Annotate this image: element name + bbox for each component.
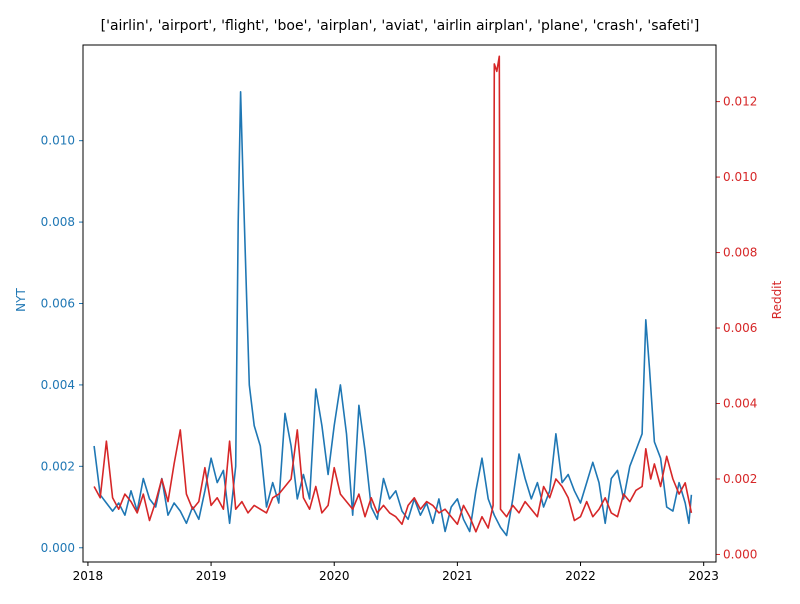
- chart-title: ['airlin', 'airport', 'flight', 'boe', '…: [101, 18, 700, 34]
- left-y-tick-label: 0.002: [41, 459, 75, 473]
- left-y-tick-label: 0.000: [41, 541, 75, 555]
- plot-frame: [82, 44, 717, 563]
- x-tick-label: 2020: [319, 569, 350, 583]
- left-axis-label: NYT: [14, 288, 28, 312]
- x-tick-label: 2022: [565, 569, 596, 583]
- series-line-nyt: [93, 91, 693, 537]
- left-y-tick-label: 0.006: [41, 297, 75, 311]
- right-y-tick-label: 0.004: [723, 397, 757, 411]
- right-y-tick-label: 0.012: [723, 95, 757, 109]
- right-y-tick-label: 0.010: [723, 170, 757, 184]
- left-y-axis: 0.000 0.002 0.004 0.006 0.008 0.010: [41, 134, 83, 555]
- right-y-tick-label: 0.006: [723, 321, 757, 335]
- left-y-tick-label: 0.008: [41, 215, 75, 229]
- x-tick-label: 2021: [442, 569, 473, 583]
- left-y-tick-label: 0.010: [41, 134, 75, 148]
- series-line-reddit: [93, 55, 693, 533]
- left-y-tick-label: 0.004: [41, 378, 75, 392]
- series-layer: [93, 55, 693, 537]
- x-tick-label: 2018: [73, 569, 104, 583]
- x-axis: 2018 2019 2020 2021 2022 2023: [73, 562, 719, 583]
- right-y-tick-label: 0.002: [723, 472, 757, 486]
- right-y-tick-label: 0.000: [723, 547, 757, 561]
- x-tick-label: 2023: [688, 569, 719, 583]
- x-tick-label: 2019: [196, 569, 227, 583]
- right-y-axis: 0.000 0.002 0.004 0.006 0.008 0.010 0.012: [716, 95, 757, 561]
- right-axis-label: Reddit: [770, 280, 784, 319]
- right-y-tick-label: 0.008: [723, 246, 757, 260]
